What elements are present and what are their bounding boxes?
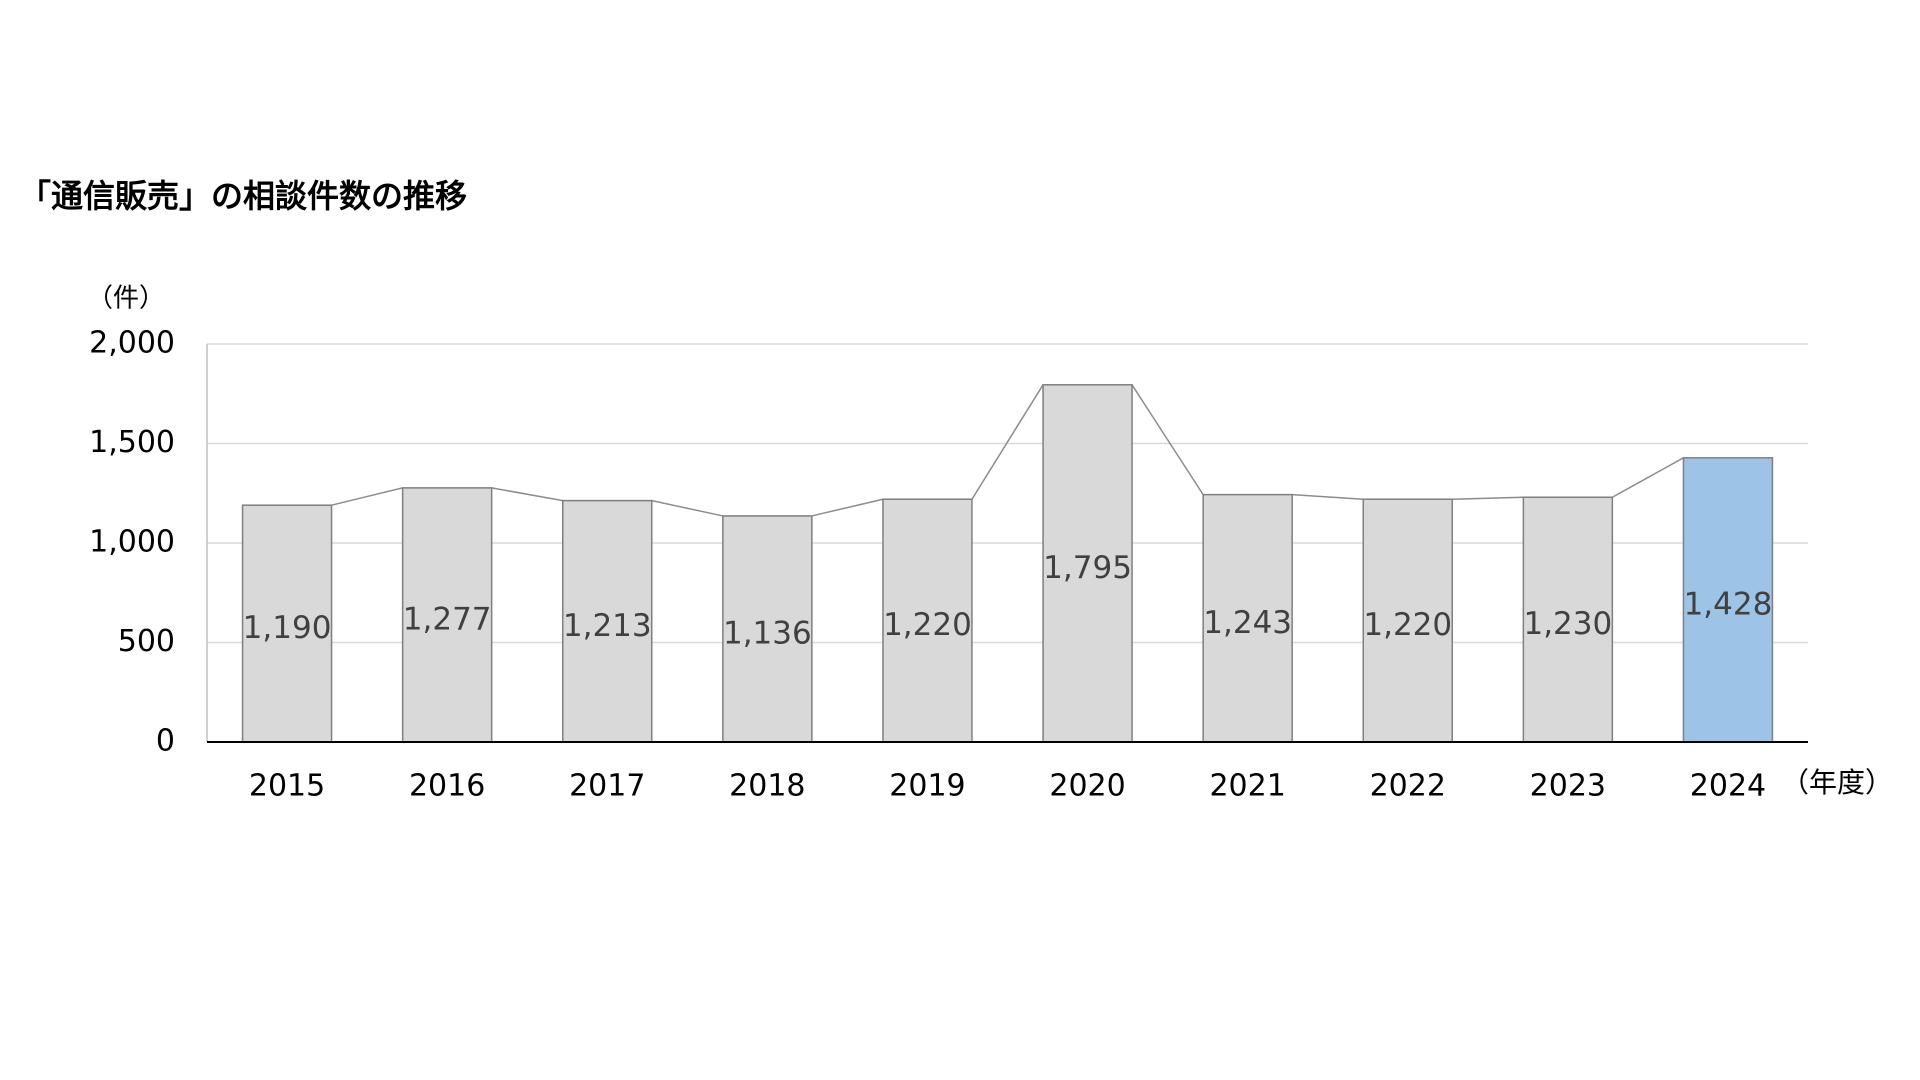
bar: [401, 487, 493, 743]
y-tick-label: 1,000: [89, 525, 175, 560]
y-tick-label: 2,000: [89, 326, 175, 361]
series-line: [1611, 457, 1684, 498]
bar: [722, 515, 813, 743]
value-label: 1,277: [403, 601, 492, 637]
value-label: 1,136: [723, 615, 812, 651]
x-tick-label: 2021: [1209, 769, 1285, 804]
y-tick-label: 500: [118, 624, 175, 659]
series-line: [1131, 384, 1204, 496]
y-tick-label: 0: [156, 724, 175, 759]
chart-title: 「通信販売」の相談件数の推移: [19, 177, 467, 215]
value-label: 1,428: [1684, 586, 1773, 622]
series-line: [1452, 496, 1524, 500]
bar: [1202, 493, 1293, 743]
y-unit: （件）: [87, 284, 165, 314]
x-tick-label: 2023: [1530, 769, 1606, 804]
value-label: 1,190: [243, 610, 332, 646]
series-line: [651, 499, 724, 517]
bar: [1682, 457, 1774, 743]
x-tick-label: 2015: [249, 769, 325, 804]
bar: [562, 499, 653, 743]
x-tick-label: 2024: [1690, 769, 1766, 804]
value-label: 1,795: [1043, 550, 1132, 586]
x-tick-label: 2022: [1370, 769, 1446, 804]
series-line: [491, 487, 563, 502]
value-label: 1,213: [563, 608, 652, 644]
bar: [1362, 498, 1453, 743]
series-line: [971, 384, 1044, 500]
bar: [1042, 384, 1133, 743]
x-tick-label: 2018: [729, 769, 805, 804]
value-label: 1,230: [1523, 606, 1612, 642]
x-tick-label: 2019: [889, 769, 965, 804]
x-tick-label: 2017: [569, 769, 645, 804]
bar: [882, 498, 973, 743]
series-line: [1292, 493, 1364, 500]
x-tick-label: 2020: [1049, 769, 1125, 804]
x-tick-label: 2016: [409, 769, 485, 804]
series-line: [811, 498, 884, 517]
value-label: 1,220: [1363, 607, 1452, 643]
y-tick-label: 1,500: [89, 425, 175, 460]
series-line: [331, 487, 403, 506]
value-label: 1,243: [1203, 605, 1292, 641]
value-label: 1,220: [883, 607, 972, 643]
x-unit: （年度）: [1781, 766, 1893, 799]
